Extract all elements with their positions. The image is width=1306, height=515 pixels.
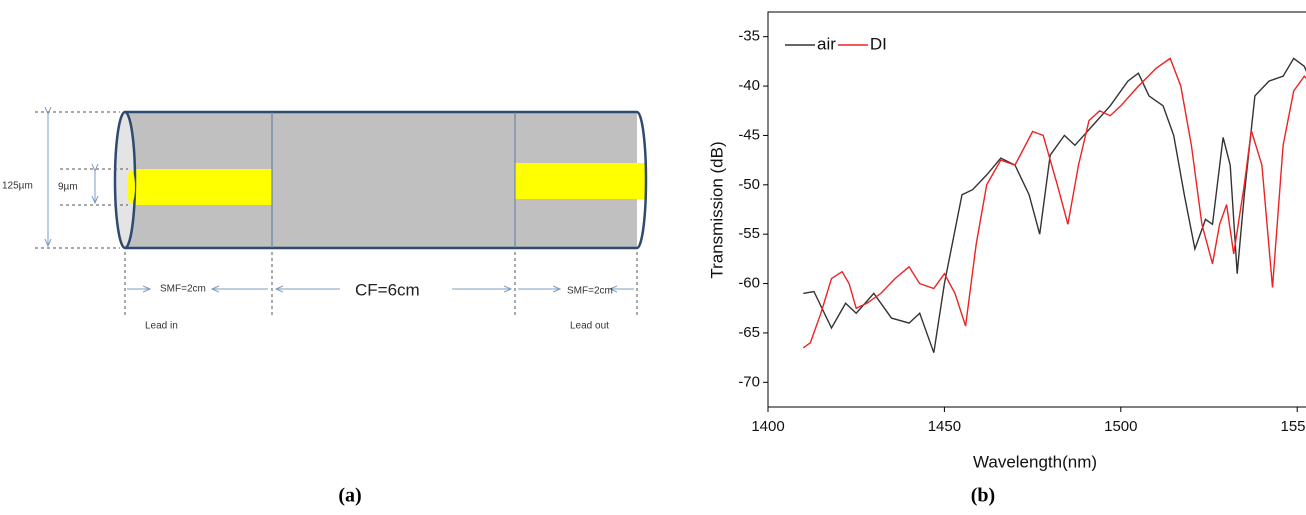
label: 125µm xyxy=(2,181,33,192)
legend-label: DI xyxy=(870,34,887,53)
series-line xyxy=(803,57,1306,353)
plot-frame xyxy=(767,11,1306,408)
y-axis-label: Transmission (dB) xyxy=(707,141,726,278)
y-tick-label: -65 xyxy=(738,324,760,341)
y-tick-label: -40 xyxy=(738,77,760,94)
label: Lead out xyxy=(570,321,609,332)
x-tick-label: 1550 xyxy=(1281,418,1306,435)
caption: (a) xyxy=(338,485,361,507)
y-tick-label: -50 xyxy=(738,176,760,193)
end-left xyxy=(113,110,137,250)
label: Lead in xyxy=(145,321,178,332)
x-axis-label: Wavelength(nm) xyxy=(973,452,1097,471)
caption: (b) xyxy=(971,485,995,507)
x-tick-label: 1450 xyxy=(928,418,961,435)
x-tick-label: 1400 xyxy=(751,418,784,435)
core-face xyxy=(127,170,135,204)
label: 9µm xyxy=(58,182,78,193)
y-tick-label: -35 xyxy=(738,28,760,45)
fiber-diagram: 125µm 9µm SMF=2cm CF=6cm SMF=2cm Lead in… xyxy=(2,110,648,332)
end-right xyxy=(636,110,648,250)
series-line xyxy=(802,57,1306,349)
y-tick-label: -60 xyxy=(738,275,760,292)
y-tick-label: -55 xyxy=(738,225,760,242)
label: CF=6cm xyxy=(355,280,420,299)
core-out xyxy=(515,163,645,199)
label: SMF=2cm xyxy=(567,286,613,297)
label: SMF=2cm xyxy=(160,284,206,295)
y-tick-label: -70 xyxy=(738,373,760,390)
y-tick-label: -45 xyxy=(738,126,760,143)
core-in xyxy=(130,169,272,205)
x-tick-label: 1500 xyxy=(1104,418,1137,435)
legend-label: air xyxy=(817,34,836,53)
